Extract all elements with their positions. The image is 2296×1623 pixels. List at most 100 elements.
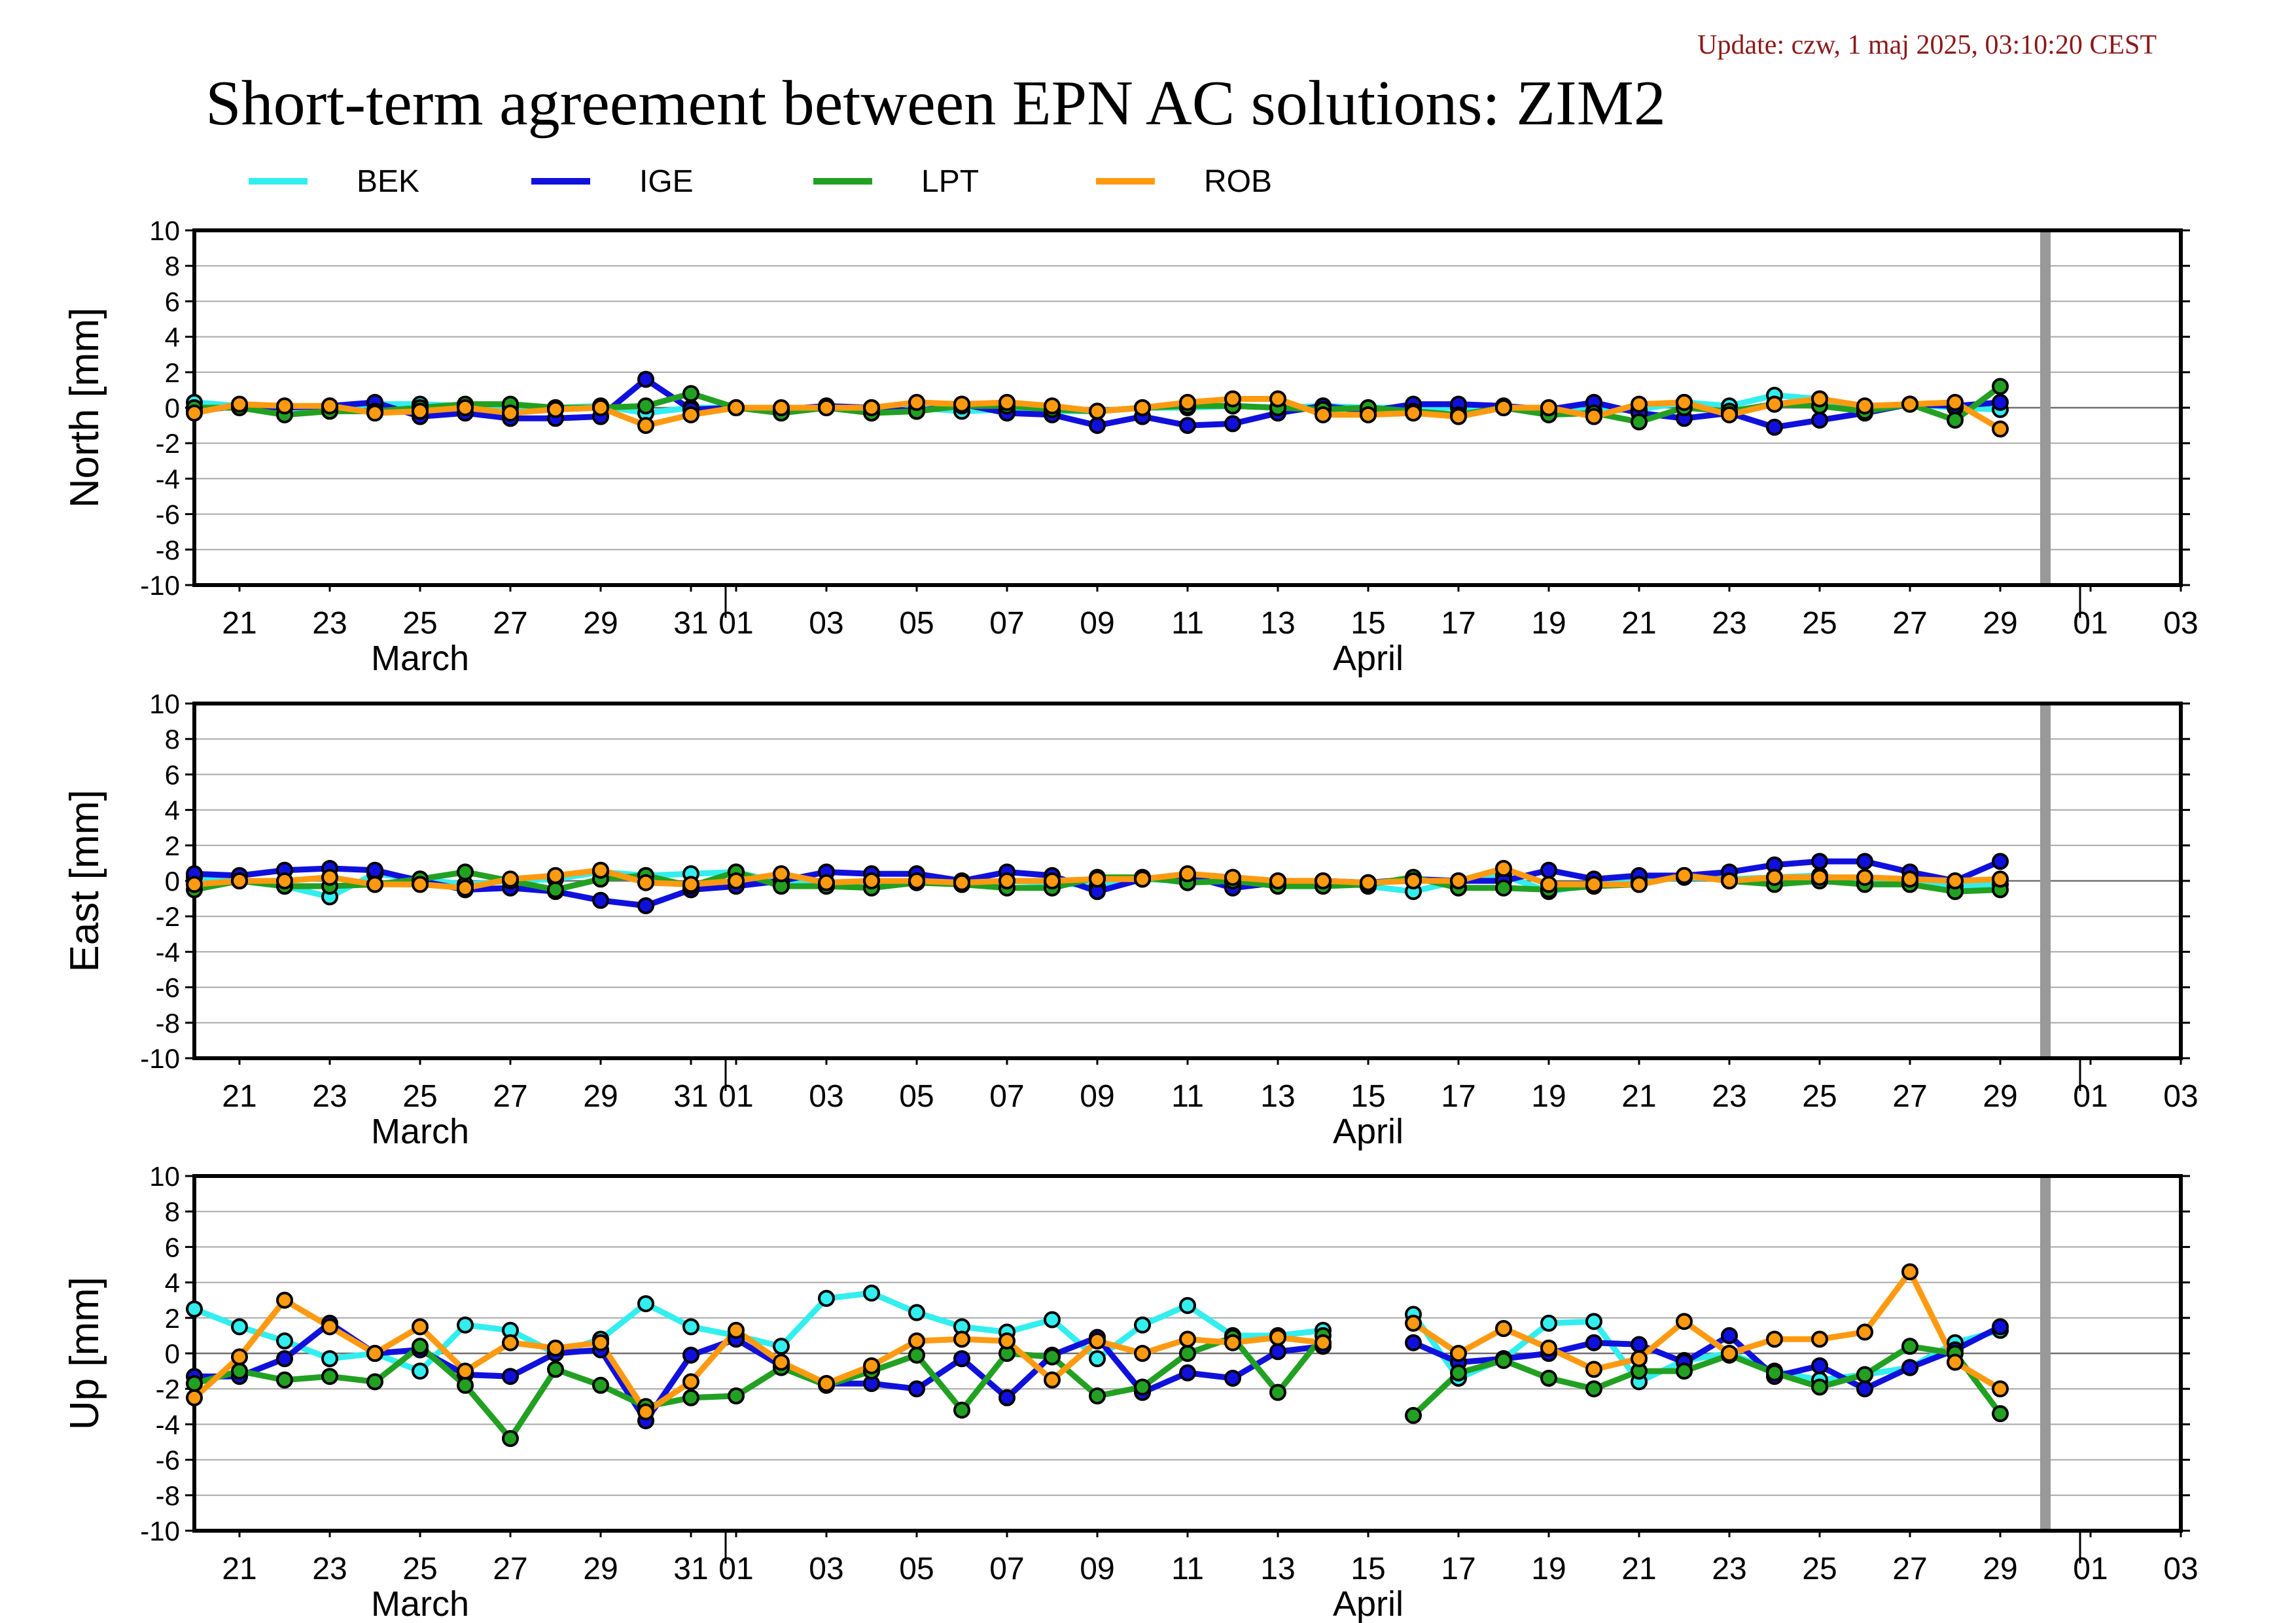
data-point-rob <box>1676 866 1693 884</box>
cutoff-marker <box>2040 230 2051 585</box>
data-point-lpt <box>682 385 699 402</box>
data-point-bek <box>1179 1296 1196 1314</box>
data-point-rob <box>1179 1330 1196 1348</box>
data-point-lpt <box>321 1368 338 1385</box>
x-tick-label: 31 <box>673 606 708 641</box>
data-point-rob <box>1134 399 1151 416</box>
x-tick-label: 21 <box>1621 1079 1656 1114</box>
x-tick-label: 25 <box>402 1552 437 1586</box>
data-point-ige <box>1992 1318 2009 1336</box>
legend-label-ige: IGE <box>639 164 694 199</box>
data-point-ige <box>953 1350 970 1368</box>
data-point-bek <box>457 1316 474 1334</box>
data-point-bek <box>231 1318 248 1336</box>
data-point-rob <box>502 1334 519 1351</box>
y-tick-label: 8 <box>165 1196 180 1227</box>
x-tick-label: 01 <box>718 1079 753 1114</box>
data-point-rob <box>1044 872 1061 889</box>
data-point-rob <box>1044 1371 1061 1389</box>
data-point-rob <box>863 872 880 889</box>
data-point-rob <box>1631 1350 1648 1368</box>
data-point-rob <box>1405 404 1422 422</box>
data-point-bek <box>637 1295 654 1313</box>
x-tick-label: 21 <box>222 606 256 641</box>
data-point-rob <box>908 393 925 411</box>
data-point-lpt <box>276 1371 293 1389</box>
data-point-rob <box>1315 1334 1332 1351</box>
y-tick-label: 10 <box>149 688 180 719</box>
month-label: March <box>371 639 469 678</box>
data-point-rob <box>1992 1380 2009 1398</box>
panel-north: 10 8 6 4 2 0 -2 -4 -6 -8 -10 21 23 25 27 29 31 01 03 05 07 09… <box>62 215 2199 678</box>
panels: 10 8 6 4 2 0 -2 -4 -6 -8 -10 21 23 25 27 29 31 01 03 05 07 09… <box>62 215 2199 1623</box>
data-point-rob <box>953 395 970 413</box>
data-point-rob <box>412 1318 429 1336</box>
data-point-rob <box>818 399 835 416</box>
data-point-rob <box>1585 876 1602 893</box>
x-tick-label: 25 <box>1802 1079 1837 1114</box>
data-point-rob <box>1721 1345 1738 1362</box>
data-point-lpt <box>1540 1369 1557 1387</box>
x-tick-label: 27 <box>1892 606 1927 641</box>
data-point-lpt <box>1766 1364 1783 1382</box>
x-tick-label: 27 <box>493 1079 527 1114</box>
data-point-bek <box>818 1289 835 1307</box>
data-point-rob <box>1269 872 1286 889</box>
data-point-lpt <box>1495 879 1512 897</box>
data-point-ige <box>1269 1343 1286 1361</box>
data-point-rob <box>1179 393 1196 411</box>
data-point-lpt <box>1495 1351 1512 1369</box>
data-point-rob <box>231 395 248 413</box>
data-point-rob <box>592 1334 609 1351</box>
data-point-rob <box>366 1345 383 1362</box>
data-point-lpt <box>1179 1345 1196 1362</box>
data-point-rob <box>1134 870 1151 888</box>
data-point-rob <box>1224 868 1241 886</box>
data-point-bek <box>186 1300 203 1318</box>
y-tick-label: 6 <box>165 1232 180 1262</box>
data-point-rob <box>502 404 519 422</box>
data-point-rob <box>637 1403 654 1421</box>
x-tick-label: 19 <box>1531 1079 1566 1114</box>
data-point-ige <box>1811 853 1828 870</box>
data-point-rob <box>1901 395 1918 413</box>
y-tick-label: 2 <box>165 357 180 388</box>
data-point-ige <box>592 891 609 909</box>
data-point-rob <box>908 1332 925 1350</box>
data-point-lpt <box>1811 1378 1828 1396</box>
x-tick-label: 03 <box>809 1552 843 1586</box>
data-point-rob <box>1856 868 1873 886</box>
data-point-ige <box>366 861 383 879</box>
data-point-rob <box>1811 868 1828 886</box>
legend-label-bek: BEK <box>357 164 419 199</box>
data-point-rob <box>457 399 474 416</box>
data-point-rob <box>1585 408 1602 425</box>
x-tick-label: 23 <box>1712 1552 1746 1586</box>
x-tick-label: 23 <box>312 1552 347 1586</box>
data-point-rob <box>1585 1361 1602 1378</box>
x-tick-label: 05 <box>899 606 934 641</box>
data-point-rob <box>1495 1320 1512 1338</box>
x-tick-label: 23 <box>1712 1079 1746 1114</box>
data-point-lpt <box>1901 1338 1918 1355</box>
data-point-rob <box>276 872 293 889</box>
x-tick-label: 07 <box>989 606 1024 641</box>
data-point-rob <box>366 404 383 422</box>
data-point-rob <box>321 397 338 415</box>
data-point-rob <box>1495 399 1512 416</box>
data-point-lpt <box>728 1387 745 1405</box>
data-point-rob <box>276 397 293 415</box>
y-axis-label: Up [mm] <box>62 1277 107 1430</box>
data-point-rob <box>1450 408 1467 425</box>
x-tick-label: 17 <box>1441 1552 1475 1586</box>
data-point-rob <box>1901 1263 1918 1281</box>
x-tick-label: 21 <box>1621 606 1656 641</box>
data-point-rob <box>863 1357 880 1374</box>
y-tick-label: 4 <box>165 795 180 826</box>
data-point-rob <box>1540 1339 1557 1357</box>
x-tick-label: 13 <box>1260 1079 1295 1114</box>
data-point-rob <box>231 1348 248 1366</box>
x-tick-label: 29 <box>1983 1552 2017 1586</box>
month-label: April <box>1333 1112 1404 1151</box>
x-tick-label: 09 <box>1080 606 1114 641</box>
